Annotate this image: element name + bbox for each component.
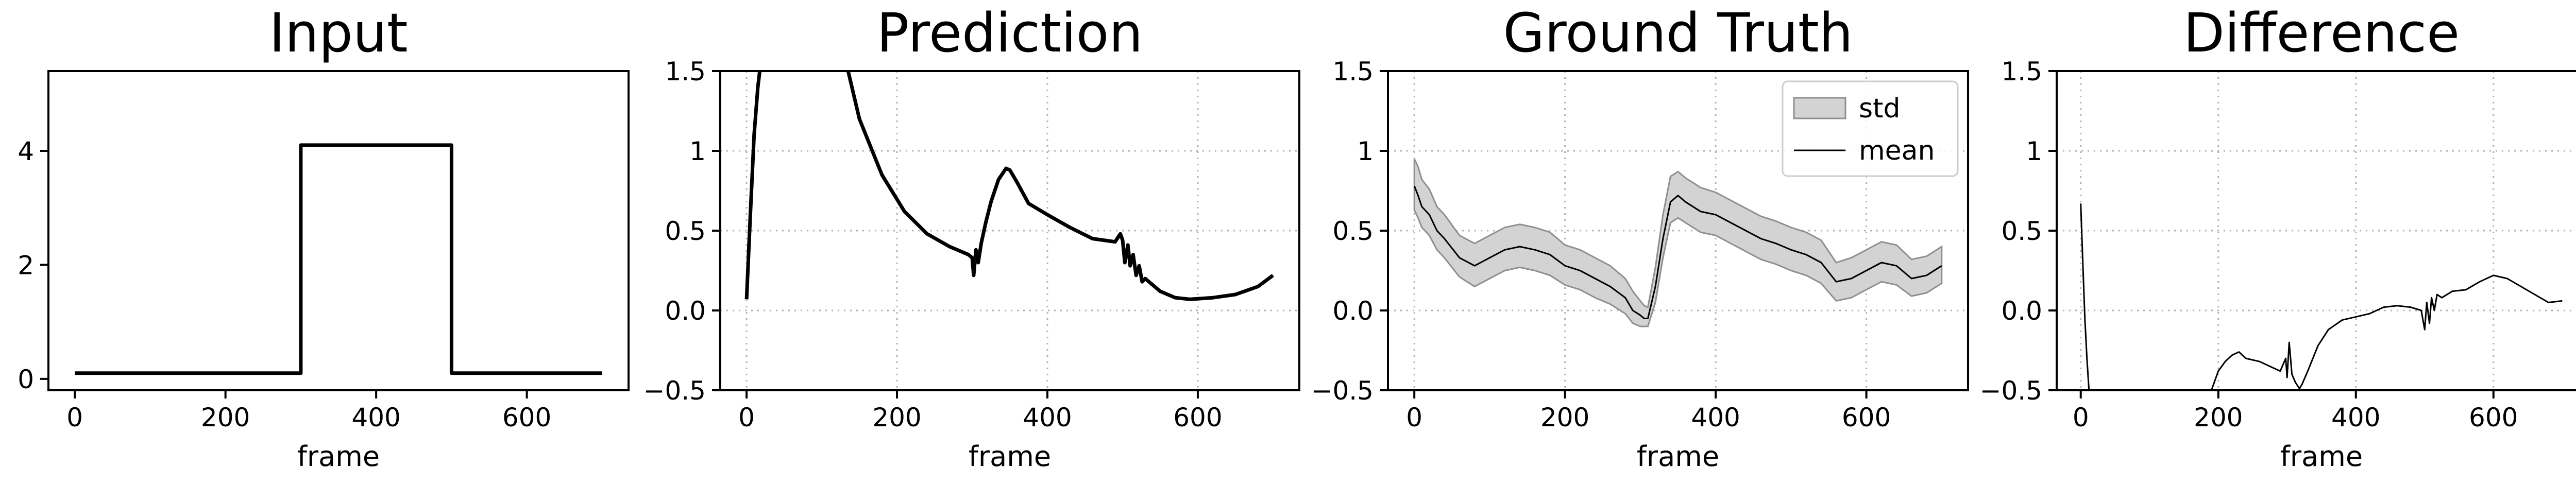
x-tick-label: 0 <box>738 403 755 432</box>
chart-title: Prediction <box>877 2 1143 64</box>
x-tick-label: 600 <box>1842 403 1891 432</box>
y-tick-label: 1 <box>1357 136 1374 166</box>
x-axis-label: frame <box>297 440 380 473</box>
y-tick-label: 0.5 <box>665 216 706 246</box>
subplot-4: 0 200 400 600 −0.5 0.0 0.5 1 1.5 Difference frame <box>1980 2 2576 473</box>
x-tick-label: 400 <box>1691 403 1740 432</box>
x-tick-label: 600 <box>1173 403 1222 432</box>
y-tick-label: −0.5 <box>643 376 706 406</box>
x-tick-label: 200 <box>2194 403 2243 432</box>
mean-line <box>1413 185 1942 319</box>
legend: std mean <box>1782 80 1959 177</box>
series-line <box>2080 203 2563 390</box>
y-tick-label: 1.5 <box>1332 57 1374 86</box>
legend-label-std: std <box>1859 93 1901 124</box>
x-axis-label: frame <box>2280 440 2363 473</box>
y-tick-label: 0.0 <box>665 296 706 326</box>
y-tick-label: 1 <box>2026 136 2042 166</box>
y-tick-label: 2 <box>18 250 34 280</box>
y-tick-label: 1.5 <box>665 57 706 86</box>
x-axis-label: frame <box>1637 440 1719 473</box>
x-tick-label: 400 <box>2331 403 2380 432</box>
x-tick-label: 600 <box>502 403 551 432</box>
chart-title: Input <box>269 2 408 64</box>
x-tick-label: 200 <box>201 403 250 432</box>
subplot-2: 0 200 400 600 −0.5 0.0 0.5 1 1.5 Prediction frame <box>643 2 1300 473</box>
y-tick-label: 0.0 <box>2001 296 2042 326</box>
subplot-1: 0 200 400 600 0 2 4 Input frame <box>18 2 630 473</box>
y-tick-label: 1 <box>689 136 706 166</box>
subplot-3: 0 200 400 600 −0.5 0.0 0.5 1 1.5 Ground Truth fram… <box>1311 2 1969 473</box>
x-tick-label: 0 <box>66 403 83 432</box>
series-line <box>744 71 1274 301</box>
x-tick-label: 200 <box>1540 403 1589 432</box>
legend-label-mean: mean <box>1859 135 1935 166</box>
axes-frame <box>47 70 630 391</box>
x-tick-label: 600 <box>2469 403 2518 432</box>
y-tick-label: 0.5 <box>1332 216 1374 246</box>
x-tick-label: 200 <box>872 403 921 432</box>
x-tick-label: 400 <box>1023 403 1072 432</box>
y-tick-label: −0.5 <box>1311 376 1374 406</box>
y-tick-label: −0.5 <box>1980 376 2042 406</box>
y-tick-label: 1.5 <box>2001 57 2042 86</box>
y-tick-label: 0.0 <box>1332 296 1374 326</box>
x-tick-label: 0 <box>2073 403 2089 432</box>
std-band <box>1413 158 1943 327</box>
y-tick-label: 0.5 <box>2001 216 2042 246</box>
x-tick-label: 0 <box>1406 403 1422 432</box>
x-axis-label: frame <box>969 440 1051 473</box>
y-tick-label: 0 <box>18 365 34 394</box>
y-tick-label: 4 <box>18 136 34 166</box>
chart-title: Difference <box>2183 2 2460 64</box>
x-tick-label: 400 <box>351 403 400 432</box>
series-line <box>75 143 602 375</box>
chart-title: Ground Truth <box>1503 2 1853 64</box>
legend-std-swatch <box>1793 97 1846 119</box>
